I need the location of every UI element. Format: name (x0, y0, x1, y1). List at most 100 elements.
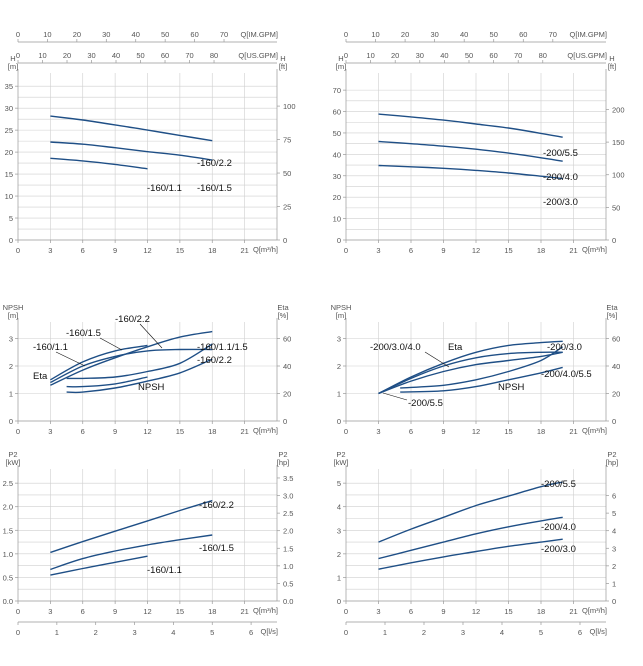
x-tick-label: 0 (344, 607, 348, 616)
x-tick-label: 15 (176, 427, 184, 436)
chart-p200: 0 3 6 9 12 15 18 21 Q[m³/h]0123450123456P2[kW]P2… (334, 450, 619, 637)
series-line (50, 499, 213, 554)
y2-tick-label: 50 (612, 203, 620, 212)
y2-axis-title-line: [ft] (279, 62, 287, 71)
y-tick-label: 1.5 (3, 526, 13, 535)
series-label: -200/3.0 (543, 197, 578, 208)
y-axis-title: P2[kW] (334, 450, 349, 467)
series-line (50, 555, 148, 576)
x-tick-label: 6 (81, 427, 85, 436)
series-line (378, 164, 563, 180)
y2-axis-title-line: [%] (607, 311, 618, 320)
chart-p160: 0 3 6 9 12 15 18 21 Q[m³/h]0.00.51.01.52.02.50.0… (3, 450, 294, 637)
top-im-tick-label: 30 (102, 30, 110, 39)
x-tick-label: 18 (208, 246, 216, 255)
series-labels: -160/2.2 -160/1.5 -160/1.1 (147, 158, 232, 194)
bottom2-tick-label: 0 (344, 628, 348, 637)
bottom2-tick-label: 1 (55, 628, 59, 637)
bottom2-axis: 0 1 2 3 4 5 6 Q[l/s] (16, 621, 278, 637)
y-axis-title-line: [m] (8, 62, 18, 71)
y-tick-label: 2.5 (3, 479, 13, 488)
top-us-tick-label: 0 (344, 51, 348, 60)
leader-line (139, 323, 163, 349)
x-tick-label: 15 (176, 246, 184, 255)
x-tick-label: 18 (208, 427, 216, 436)
y2-tick-label: 40 (612, 362, 620, 371)
series-label: -160/1.1 (147, 183, 182, 194)
bottom2-tick-label: 6 (249, 628, 253, 637)
y-tick-label: 50 (333, 129, 341, 138)
x-tick-label: 12 (472, 246, 480, 255)
y-axis-title-line: [m] (8, 311, 18, 320)
x-axis-label: Q[m³/h] (582, 606, 607, 615)
series-line (50, 115, 213, 142)
y-tick-label: 1 (9, 390, 13, 399)
y-axis-title-line: [m] (336, 62, 346, 71)
series-label: -200/3.0/4.0 (370, 342, 421, 353)
top-us-tick-label: 80 (210, 51, 218, 60)
y2-axis-title: Eta[%] (277, 303, 289, 320)
y-axis-title-line: [m] (336, 311, 346, 320)
top-us-tick-label: 20 (63, 51, 71, 60)
series-labels: -200/5.5 -200/4.0 -200/3.0 (541, 479, 576, 555)
series-labels: Eta NPSH -160/1.1 -160/1.5 -160/2.2 -160/1.1/… (33, 314, 248, 393)
y-tick-label: 35 (5, 82, 13, 91)
y2-tick-label: 20 (283, 390, 291, 399)
y2-tick-label: 75 (283, 136, 291, 145)
leader-line (99, 337, 123, 351)
y2-tick-label: 4 (612, 527, 616, 536)
top-im-axis-label: Q[IM.GPM] (570, 30, 608, 39)
x-tick-label: 6 (409, 607, 413, 616)
y2-tick-label: 3 (612, 544, 616, 553)
x-tick-label: 21 (569, 246, 577, 255)
series-line (66, 376, 148, 388)
bottom2-tick-label: 2 (94, 628, 98, 637)
series-label: -160/2.2 (199, 500, 234, 511)
bottom2-tick-label: 3 (132, 628, 136, 637)
series-line (378, 516, 563, 560)
bottom2-tick-label: 3 (461, 628, 465, 637)
series-label: -160/1.1/1.5 (197, 342, 248, 353)
grid (346, 73, 606, 240)
y2-axis-title-line: [hp] (277, 458, 290, 467)
x-tick-label: 18 (537, 427, 545, 436)
y-tick-label: 15 (5, 170, 13, 179)
x-axis-label: Q[m³/h] (582, 245, 607, 254)
series-line (378, 538, 563, 570)
top-im-tick-label: 20 (401, 30, 409, 39)
x-tick-label: 6 (81, 246, 85, 255)
series-label: -160/1.1 (33, 342, 68, 353)
bottom2-tick-label: 5 (539, 628, 543, 637)
bottom2-tick-label: 5 (210, 628, 214, 637)
ticks: 0 3 6 9 12 15 18 21 Q[m³/h] 0 5 10 15 20 25 30 35 0 25 50 75… (5, 82, 296, 255)
x-tick-label: 0 (344, 427, 348, 436)
x-tick-label: 21 (569, 607, 577, 616)
x-tick-label: 21 (240, 427, 248, 436)
top-im-tick-label: 50 (161, 30, 169, 39)
series-label: NPSH (498, 382, 525, 393)
top-im-tick-label: 50 (490, 30, 498, 39)
y2-tick-label: 0 (283, 417, 287, 426)
grid (346, 469, 606, 601)
grid (18, 469, 277, 601)
top-us-tick-label: 60 (161, 51, 169, 60)
y2-tick-label: 40 (283, 362, 291, 371)
series-labels: -200/5.5 -200/4.0 -200/3.0 (543, 148, 578, 208)
y-tick-label: 4 (337, 503, 341, 512)
top-im-tick-label: 60 (519, 30, 527, 39)
y-axis-title-line: [kW] (6, 458, 21, 467)
x-axis-label: Q[m³/h] (253, 426, 278, 435)
series-line (378, 351, 563, 395)
y2-tick-label: 100 (283, 102, 296, 111)
y-tick-label: 10 (333, 215, 341, 224)
top-us-tick-label: 50 (136, 51, 144, 60)
series-label: Eta (33, 371, 48, 382)
y-tick-label: 0.0 (3, 597, 13, 606)
grid (18, 322, 277, 421)
y-tick-label: 0.5 (3, 573, 13, 582)
series-label: -160/1.1 (147, 565, 182, 576)
y2-tick-label: 1 (612, 579, 616, 588)
y-axis-title-line: NPSH (3, 303, 24, 312)
